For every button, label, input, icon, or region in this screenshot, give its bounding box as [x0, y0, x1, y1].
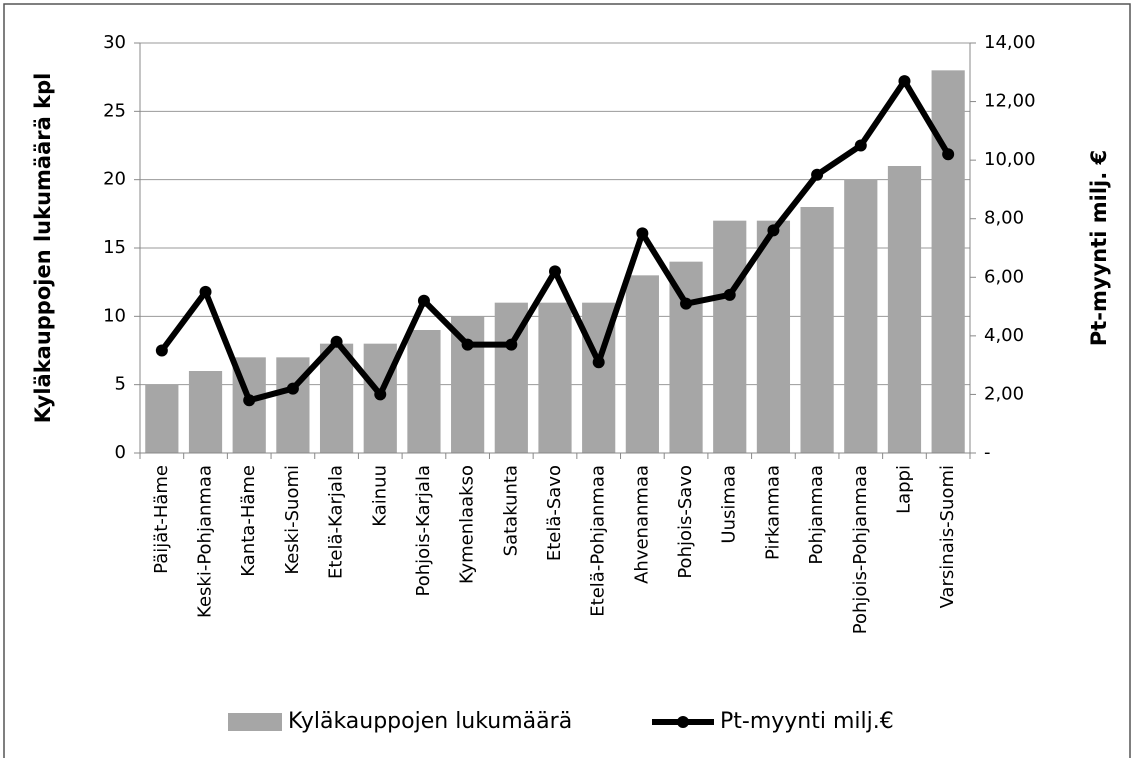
- bar: [625, 275, 659, 453]
- x-tick-label: Kainuu: [369, 465, 390, 527]
- x-tick-label: Etelä-Karjala: [326, 465, 347, 579]
- y-tick-label: 0: [115, 442, 126, 463]
- x-tick-label: Varsinais-Suomi: [937, 465, 958, 608]
- line-marker: [898, 75, 911, 88]
- x-tick-label: Kanta-Häme: [238, 465, 259, 577]
- bar: [931, 70, 965, 453]
- x-tick-label: Pirkanmaa: [762, 465, 783, 560]
- legend-marker: [677, 716, 689, 728]
- legend-label: Kyläkauppojen lukumäärä: [288, 709, 572, 734]
- y2-tick-label: 2,00: [984, 383, 1024, 404]
- y2-tick-label: 6,00: [984, 266, 1024, 287]
- x-tick-label: Pohjois-Savo: [675, 465, 696, 579]
- line-marker: [417, 294, 430, 307]
- line-marker: [549, 265, 561, 278]
- y2-tick-label: 4,00: [984, 325, 1024, 346]
- x-tick-label: Pohjanmaa: [806, 465, 827, 565]
- line-marker: [723, 288, 736, 301]
- y-tick-label: 5: [115, 374, 126, 395]
- legend-label: Pt-myynti milj.€: [720, 709, 894, 734]
- y2-axis-title: Pt-myynti milj. €: [1087, 150, 1111, 346]
- y-axis-title: Kyläkauppojen lukumäärä kpl: [31, 73, 55, 424]
- line-marker: [199, 285, 212, 298]
- x-tick-label: Satakunta: [500, 465, 521, 556]
- line-marker: [811, 168, 824, 181]
- y2-tick-label: 12,00: [984, 91, 1036, 112]
- x-tick-label: Keski-Suomi: [282, 465, 303, 575]
- line-marker: [461, 338, 474, 351]
- line-marker: [636, 227, 649, 240]
- bar: [800, 207, 834, 453]
- x-tick-label: Etelä-Pohjanmaa: [588, 465, 609, 617]
- y-tick-label: 30: [103, 32, 126, 53]
- x-tick-label: Lappi: [893, 465, 914, 514]
- x-tick-label: Uusimaa: [719, 465, 740, 544]
- bar: [887, 166, 922, 453]
- y-tick-label: 15: [103, 237, 126, 258]
- y2-tick-label: 14,00: [984, 32, 1036, 53]
- bar: [407, 330, 441, 453]
- x-tick-label: Ahvenanmaa: [631, 465, 652, 584]
- line-marker: [374, 388, 387, 401]
- x-tick-label: Kymenlaakso: [457, 465, 478, 584]
- y2-tick-label: -: [984, 442, 991, 463]
- bar: [319, 343, 354, 453]
- bar: [756, 220, 791, 453]
- legend-swatch: [228, 713, 282, 731]
- line-marker: [592, 356, 605, 369]
- line-marker: [854, 139, 867, 152]
- bar: [669, 261, 703, 453]
- line-marker: [505, 338, 518, 351]
- x-tick-label: Keski-Pohjanmaa: [195, 465, 216, 618]
- bar: [188, 371, 223, 453]
- bar: [538, 302, 572, 453]
- line-marker: [286, 382, 299, 395]
- x-tick-label: Päijät-Häme: [151, 465, 172, 574]
- line-marker: [330, 335, 343, 348]
- y2-tick-label: 10,00: [984, 149, 1036, 170]
- bar: [713, 220, 747, 453]
- x-tick-label: Pohjois-Pohjanmaa: [850, 465, 871, 634]
- y-tick-label: 25: [103, 100, 126, 121]
- line-marker: [680, 297, 693, 310]
- bar: [276, 357, 310, 453]
- x-tick-label: Pohjois-Karjala: [413, 465, 434, 597]
- y2-tick-label: 8,00: [984, 208, 1024, 229]
- y-tick-label: 20: [103, 169, 126, 190]
- line-marker: [767, 224, 780, 237]
- bar: [145, 384, 179, 453]
- x-tick-label: Etelä-Savo: [544, 465, 565, 561]
- y-tick-label: 10: [103, 305, 126, 326]
- line-marker: [155, 344, 168, 357]
- line-marker: [243, 394, 256, 407]
- line-marker: [942, 148, 955, 161]
- bar: [844, 179, 878, 453]
